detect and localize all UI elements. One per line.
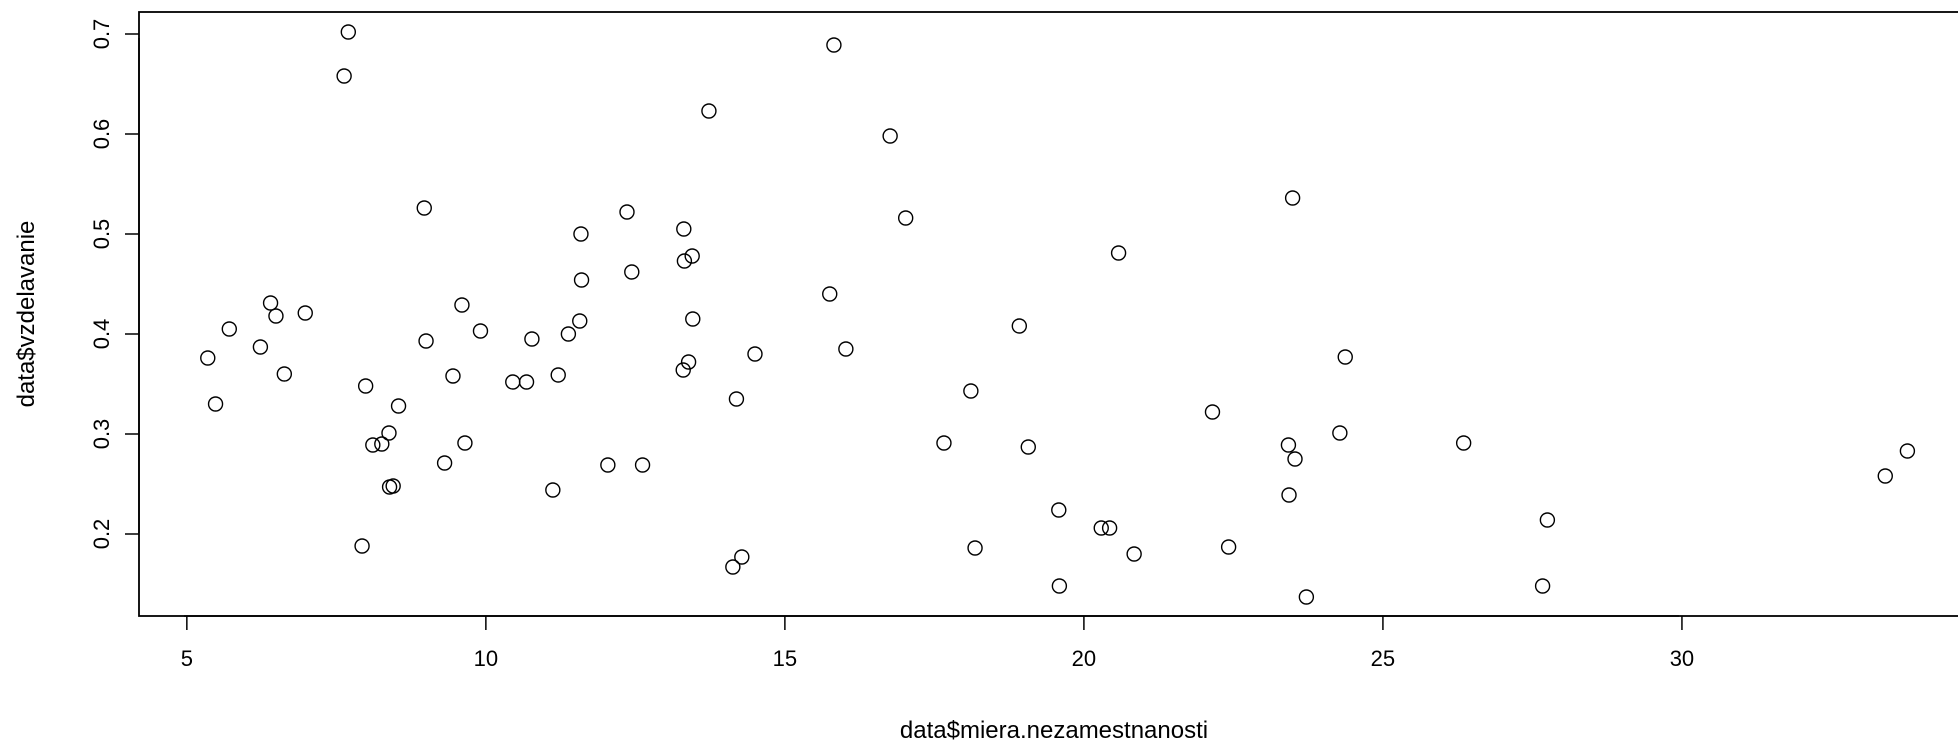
data-point [701, 103, 717, 119]
data-point [276, 366, 293, 382]
x-tick-label: 25 [1371, 646, 1395, 671]
data-point [1220, 539, 1237, 555]
y-tick-label: 0.2 [89, 519, 114, 550]
data-point [297, 305, 313, 321]
data-point [336, 68, 352, 84]
data-point [619, 204, 635, 220]
x-axis: 5 10 15 20 25 30 [181, 615, 1694, 671]
data-point [882, 128, 898, 144]
data-point [457, 435, 473, 451]
data-point [1539, 512, 1556, 528]
data-point [1281, 487, 1297, 503]
data-point [221, 321, 238, 337]
data-point [374, 436, 390, 452]
data-point [381, 425, 397, 441]
data-point [340, 24, 357, 40]
data-point [560, 326, 577, 342]
data-point [1298, 589, 1315, 605]
data-point [262, 295, 279, 311]
data-point [1110, 245, 1127, 261]
x-tick-label: 20 [1072, 646, 1096, 671]
data-point [436, 455, 453, 471]
data-point [1534, 578, 1551, 594]
plot-frame [138, 11, 1958, 617]
data-point [1051, 502, 1067, 518]
y-tick-label: 0.5 [89, 219, 114, 250]
data-point [963, 383, 979, 399]
data-point [1101, 520, 1118, 536]
data-point [1455, 435, 1472, 451]
data-point [385, 478, 401, 494]
data-point [454, 297, 470, 313]
data-point [1020, 439, 1036, 455]
data-point [600, 457, 616, 473]
data-point [634, 457, 651, 473]
data-point [747, 346, 763, 362]
x-tick-label: 15 [773, 646, 797, 671]
data-point [725, 559, 741, 575]
x-axis-title: data$miera.nezamestnanosti [900, 717, 1208, 744]
data-point [418, 333, 434, 349]
data-point [200, 350, 216, 366]
data-point [822, 286, 838, 302]
data-point [573, 226, 589, 242]
data-point [1287, 451, 1303, 467]
data-point [472, 323, 489, 339]
y-tick-label: 0.4 [89, 319, 114, 350]
data-point [685, 311, 701, 327]
data-point [676, 221, 692, 237]
data-point [675, 362, 691, 378]
data-point [354, 538, 370, 554]
data-point [505, 374, 521, 390]
x-tick-label: 5 [181, 646, 193, 671]
data-point [445, 368, 461, 384]
data-point [1051, 578, 1068, 594]
data-point [252, 339, 269, 355]
data-point [936, 435, 952, 451]
data-point [518, 374, 535, 390]
data-point [684, 248, 700, 264]
data-point [826, 37, 842, 53]
data-point [1126, 546, 1142, 562]
data-point [268, 308, 284, 324]
data-point [545, 482, 561, 498]
data-point [728, 391, 745, 407]
data-point [967, 540, 983, 556]
data-points [200, 24, 1916, 605]
data-point [524, 331, 540, 347]
data-point [676, 253, 693, 269]
data-point [1284, 190, 1301, 206]
data-point [734, 549, 750, 565]
y-tick-label: 0.3 [89, 419, 114, 450]
data-point [1332, 425, 1348, 441]
data-point [390, 398, 407, 414]
data-point [573, 272, 590, 288]
data-point [357, 378, 374, 394]
data-point [1280, 437, 1297, 453]
y-tick-label: 0.7 [89, 19, 114, 50]
data-point [1337, 349, 1353, 365]
y-tick-label: 0.6 [89, 119, 114, 150]
data-point [365, 437, 381, 453]
data-point [1899, 443, 1916, 459]
data-point [1093, 520, 1109, 536]
data-point [572, 313, 588, 329]
data-point [680, 354, 697, 370]
data-point [1011, 318, 1028, 334]
data-point [550, 367, 566, 383]
data-point [1877, 468, 1893, 484]
data-point [416, 200, 432, 216]
data-point [1204, 404, 1221, 420]
y-axis: 0.2 0.3 0.4 0.5 0.6 0.7 [89, 19, 140, 550]
x-tick-label: 30 [1670, 646, 1694, 671]
data-point [838, 341, 854, 357]
x-tick-label: 10 [474, 646, 498, 671]
y-axis-title: data$vzdelavanie [13, 221, 40, 408]
data-point [207, 396, 224, 412]
data-point [897, 210, 914, 226]
data-point [624, 264, 640, 280]
